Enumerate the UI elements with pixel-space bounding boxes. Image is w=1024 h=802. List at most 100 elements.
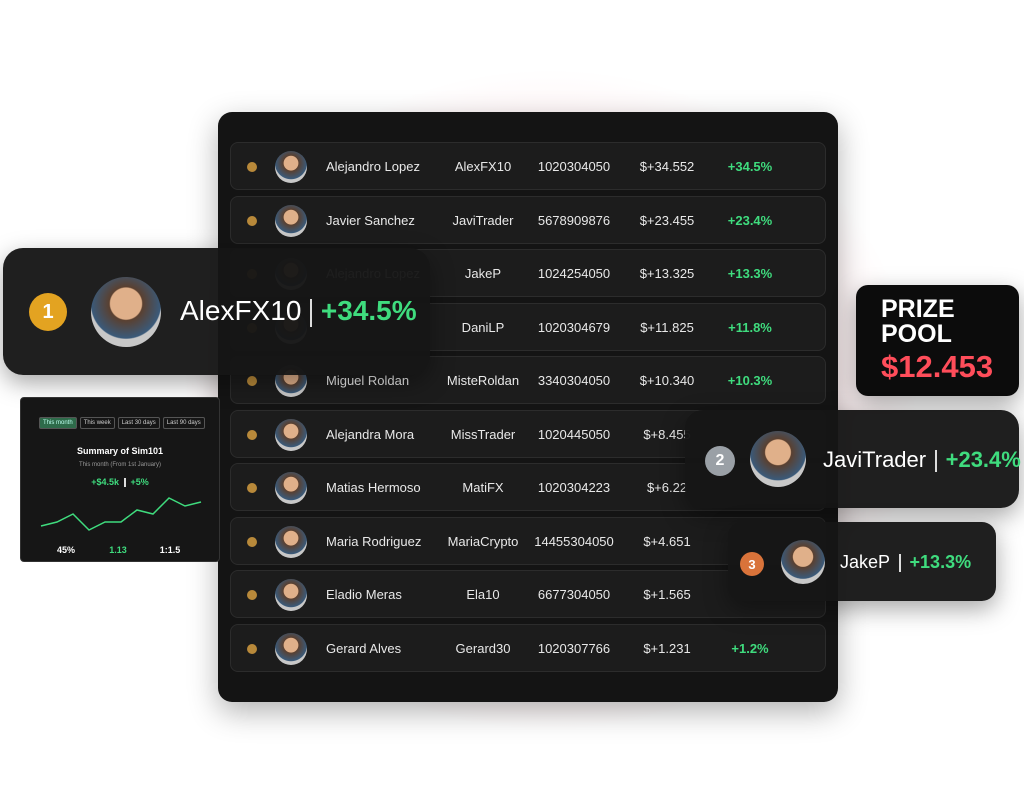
sparkline xyxy=(40,497,202,531)
gain: +23.4% xyxy=(945,447,1021,472)
rank-coin xyxy=(247,643,257,654)
leaderboard-row: Gerard Alves Gerard30 1020307766 $+1.231 +1.… xyxy=(230,623,826,672)
rank-coin xyxy=(247,376,257,386)
avatar xyxy=(275,151,307,183)
avatar xyxy=(275,204,307,237)
rank-text: AlexFX10 +34.5% xyxy=(180,295,417,327)
gain: +23.4% xyxy=(727,212,773,228)
tab: Last 90 days xyxy=(162,417,205,429)
medal: 3 xyxy=(740,552,764,576)
profit: $+8.455 xyxy=(643,426,691,442)
profit: $+4.651 xyxy=(643,533,691,549)
avatar xyxy=(275,632,307,665)
rank-coin xyxy=(247,162,257,172)
profit: $+11.825 xyxy=(640,319,694,335)
name: Alejandra Mora xyxy=(326,426,415,442)
stat: 1.13 xyxy=(109,545,127,555)
profit: $+1.231 xyxy=(643,640,691,656)
handle: MatiFX xyxy=(462,480,504,495)
change: +$4.5k xyxy=(91,477,119,487)
tab: Last 30 days xyxy=(117,417,160,429)
rank-coin xyxy=(247,536,257,547)
handle: DaniLP xyxy=(461,319,505,335)
avatar xyxy=(275,472,307,504)
account: 3340304050 xyxy=(537,373,611,388)
gain: +1.2% xyxy=(731,640,769,656)
handle: JakeP xyxy=(840,552,891,572)
handle: AlexFX10 xyxy=(454,159,512,174)
name: Miguel Roldan xyxy=(326,373,410,388)
tab: This week xyxy=(79,417,115,429)
leaderboard-row: Javier Sanchez JaviTrader 5678909876 $+23.4… xyxy=(230,195,826,244)
account: 1020307766 xyxy=(537,640,611,656)
gain: +13.3% xyxy=(909,552,972,572)
handle: JaviTrader xyxy=(823,447,927,472)
account: 14455304050 xyxy=(534,533,614,549)
avatar xyxy=(750,431,806,487)
account: 1020304050 xyxy=(537,159,611,174)
account: 1020445050 xyxy=(537,426,611,442)
avatar xyxy=(91,277,161,347)
handle: Ela10 xyxy=(466,587,500,602)
profit: $+6.22 xyxy=(646,480,688,495)
profit: $+1.565 xyxy=(643,587,691,602)
gain: +34.5% xyxy=(320,295,417,326)
summary-subtitle: This month (From 1st January) xyxy=(78,462,162,468)
rank-coin xyxy=(247,483,257,493)
profit: $+34.552 xyxy=(639,159,695,174)
profit: $+23.455 xyxy=(639,212,695,228)
rank-coin xyxy=(247,215,257,226)
medal: 2 xyxy=(705,446,735,476)
prize-amount: $12.453 xyxy=(881,349,994,384)
account: 1024254050 xyxy=(537,266,611,281)
leaderboard-row: Maria Rodriguez MariaCrypto 14455304050 $+4… xyxy=(230,516,826,565)
rank-text: JakeP +13.3% xyxy=(840,552,971,573)
prize-label: PRIZE POOL xyxy=(881,295,955,348)
name: Alejandro Lopez xyxy=(326,159,420,174)
account: 5678909876 xyxy=(537,212,611,228)
rank-text: JaviTrader +23.4% xyxy=(823,447,1021,473)
profit: $+10.340 xyxy=(639,373,695,388)
name: Javier Sanchez xyxy=(326,212,415,228)
avatar xyxy=(275,579,307,611)
sparkline-chart xyxy=(40,497,202,531)
account: 6677304050 xyxy=(537,587,611,602)
account: 1020304223 xyxy=(537,480,611,495)
handle: JaviTrader xyxy=(452,212,514,228)
stat: 45% xyxy=(56,545,76,555)
summary-title: Summary of Sim101 xyxy=(76,446,164,456)
medal: 1 xyxy=(29,293,67,331)
avatar xyxy=(275,418,307,451)
avatar xyxy=(275,525,307,558)
rank-coin xyxy=(247,429,257,440)
summary-change: +$4.5k +5% xyxy=(21,477,219,488)
leaderboard-row: Eladio Meras Ela10 6677304050 $+1.565 xyxy=(230,570,826,618)
avatar xyxy=(781,540,825,584)
tabs: This month This week Last 30 days Last 90 d… xyxy=(39,417,208,429)
account: 1020304679 xyxy=(537,319,611,335)
rank-card: 2 JaviTrader +23.4% xyxy=(685,410,1021,508)
prize-card: PRIZE POOL $12.453 xyxy=(856,285,1019,396)
tab: This month xyxy=(39,417,77,429)
name: Matias Hermoso xyxy=(326,480,421,495)
name: Maria Rodriguez xyxy=(326,533,422,549)
name: Eladio Meras xyxy=(326,587,402,602)
name: Gerard Alves xyxy=(326,640,402,656)
change-pct: +5% xyxy=(130,477,149,487)
gain: +11.8% xyxy=(728,319,772,335)
gain: +34.5% xyxy=(727,159,773,174)
handle: Gerard30 xyxy=(455,640,511,656)
leaderboard-row: Alejandro Lopez AlexFX10 1020304050 $+34.55… xyxy=(230,142,826,190)
handle: MariaCrypto xyxy=(447,533,519,549)
handle: JakeP xyxy=(464,266,502,281)
rank-card: 3 JakeP +13.3% xyxy=(728,522,996,601)
handle: AlexFX10 xyxy=(180,295,302,326)
handle: MissTrader xyxy=(450,426,516,442)
rank-coin xyxy=(247,590,257,600)
profit: $+13.325 xyxy=(639,266,695,281)
gain: +10.3% xyxy=(727,373,773,388)
gain: +13.3% xyxy=(727,266,773,281)
handle: MisteRoldan xyxy=(446,373,520,388)
rank-card: 1 AlexFX10 +34.5% xyxy=(3,248,430,375)
